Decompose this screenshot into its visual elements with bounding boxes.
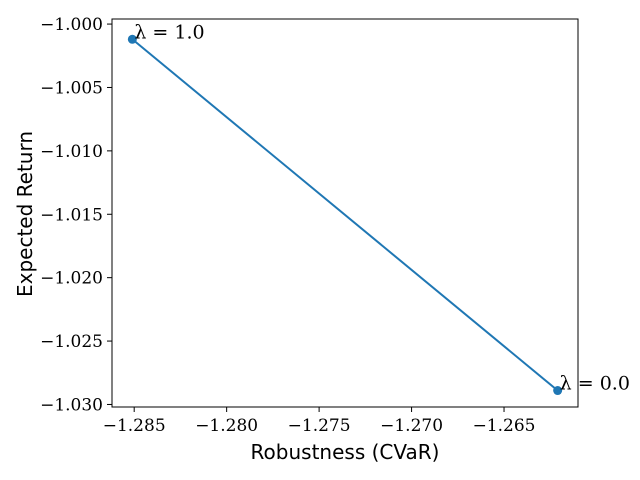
x-tick-label: −1.265 xyxy=(473,416,536,436)
series-layer xyxy=(127,34,563,396)
annotation-layer: λ = 1.0 λ = 0.0 xyxy=(134,21,630,394)
point-annotation: λ = 0.0 xyxy=(560,373,630,395)
x-tick-label: −1.285 xyxy=(103,416,166,436)
y-tick-label: −1.025 xyxy=(40,332,103,352)
y-tick-label: −1.005 xyxy=(40,78,103,98)
x-axis-ticks: −1.285 −1.280 −1.275 −1.270 −1.265 xyxy=(103,407,536,436)
x-tick-label: −1.280 xyxy=(195,416,258,436)
y-tick-label: −1.015 xyxy=(40,205,103,225)
data-point xyxy=(553,386,563,396)
y-tick-label: −1.010 xyxy=(40,142,103,162)
series-line xyxy=(131,38,559,392)
x-tick-label: −1.275 xyxy=(288,416,351,436)
y-axis-title: Expected Return xyxy=(13,131,37,297)
data-point xyxy=(127,34,137,44)
y-axis-ticks: −1.000 −1.005 −1.010 −1.015 −1.020 −1.025 −1.0… xyxy=(40,15,112,415)
y-tick-label: −1.000 xyxy=(40,15,103,35)
x-axis-title: Robustness (CVaR) xyxy=(251,440,440,464)
y-tick-label: −1.030 xyxy=(40,395,103,415)
y-tick-label: −1.020 xyxy=(40,269,103,289)
point-annotation: λ = 1.0 xyxy=(134,21,204,43)
x-tick-label: −1.270 xyxy=(380,416,443,436)
